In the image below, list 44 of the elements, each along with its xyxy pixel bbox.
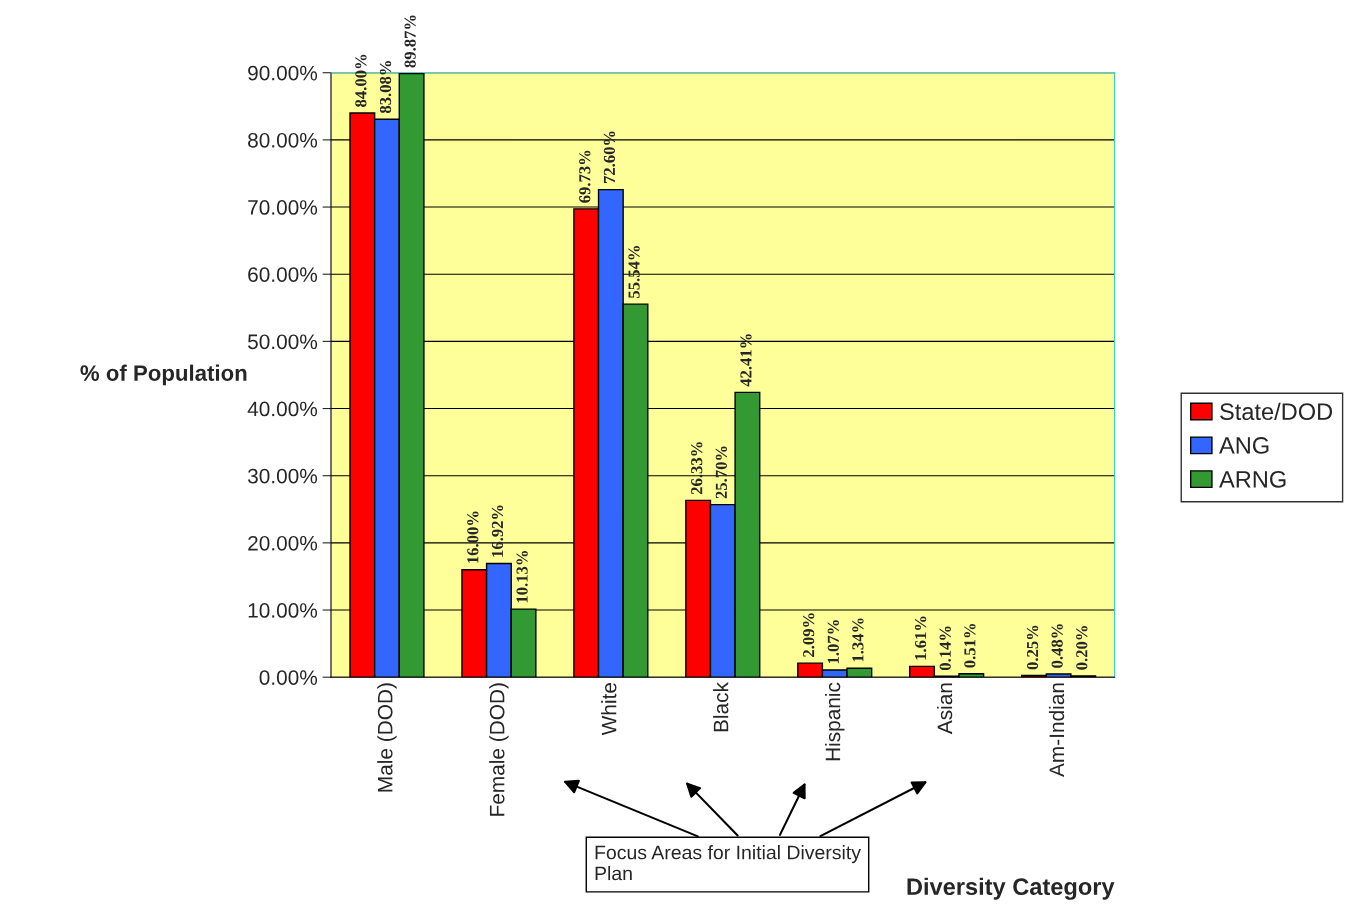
x-tick-label: Asian <box>936 683 953 735</box>
y-tick-label: 90.00% <box>248 65 318 81</box>
x-tick-label: White <box>601 682 617 736</box>
x-tick-label: Black <box>713 682 729 732</box>
legend-label: State/DOD <box>1220 402 1333 421</box>
data-label: 16.92% <box>491 505 504 557</box>
data-label: 1.07% <box>827 620 839 664</box>
legend-label: ANG <box>1219 437 1269 454</box>
data-label: 25.70% <box>715 446 728 499</box>
data-label: 69.73% <box>579 150 591 203</box>
data-label: 0.48% <box>1051 624 1063 668</box>
data-label: 1.34% <box>852 618 864 662</box>
data-label: 55.54% <box>628 246 640 298</box>
data-label: 16.00% <box>467 511 479 563</box>
y-tick-label: 20.00% <box>248 535 318 551</box>
data-label: 26.33% <box>691 442 703 495</box>
x-axis-title: Diversity Category <box>907 877 1115 900</box>
data-label: 0.25% <box>1026 625 1039 670</box>
data-label: 0.20% <box>1076 626 1088 670</box>
data-label: 1.61% <box>914 616 927 660</box>
x-tick-label: Am-Indian <box>1048 683 1065 777</box>
data-label: 10.13% <box>516 551 528 603</box>
data-label: 42.41% <box>740 334 752 387</box>
data-label: 0.14% <box>939 626 951 671</box>
y-tick-label: 70.00% <box>248 200 318 215</box>
x-tick-label: Male (DOD) <box>377 683 397 792</box>
data-label: 84.00% <box>355 54 367 107</box>
y-tick-label: 60.00% <box>248 267 318 282</box>
data-label: 83.08% <box>379 61 392 114</box>
y-tick-label: 0.00% <box>259 670 318 685</box>
x-tick-label: Hispanic <box>825 682 845 761</box>
data-label: 89.87% <box>404 15 416 68</box>
y-axis-title: % of Population <box>80 364 247 386</box>
data-label: 72.60% <box>603 131 616 184</box>
y-tick-label: 80.00% <box>248 132 318 148</box>
y-tick-label: 50.00% <box>247 334 318 350</box>
y-tick-label: 10.00% <box>248 603 318 618</box>
y-tick-label: 30.00% <box>247 468 318 484</box>
data-label: 2.09% <box>803 613 815 657</box>
data-label: 0.51% <box>964 623 976 668</box>
text: Focus Areas for Initial Diversity Plan <box>595 845 861 881</box>
y-tick-label: 40.00% <box>247 401 318 417</box>
legend-label: ARNG <box>1219 470 1286 488</box>
x-tick-label: Female (DOD) <box>489 683 509 816</box>
